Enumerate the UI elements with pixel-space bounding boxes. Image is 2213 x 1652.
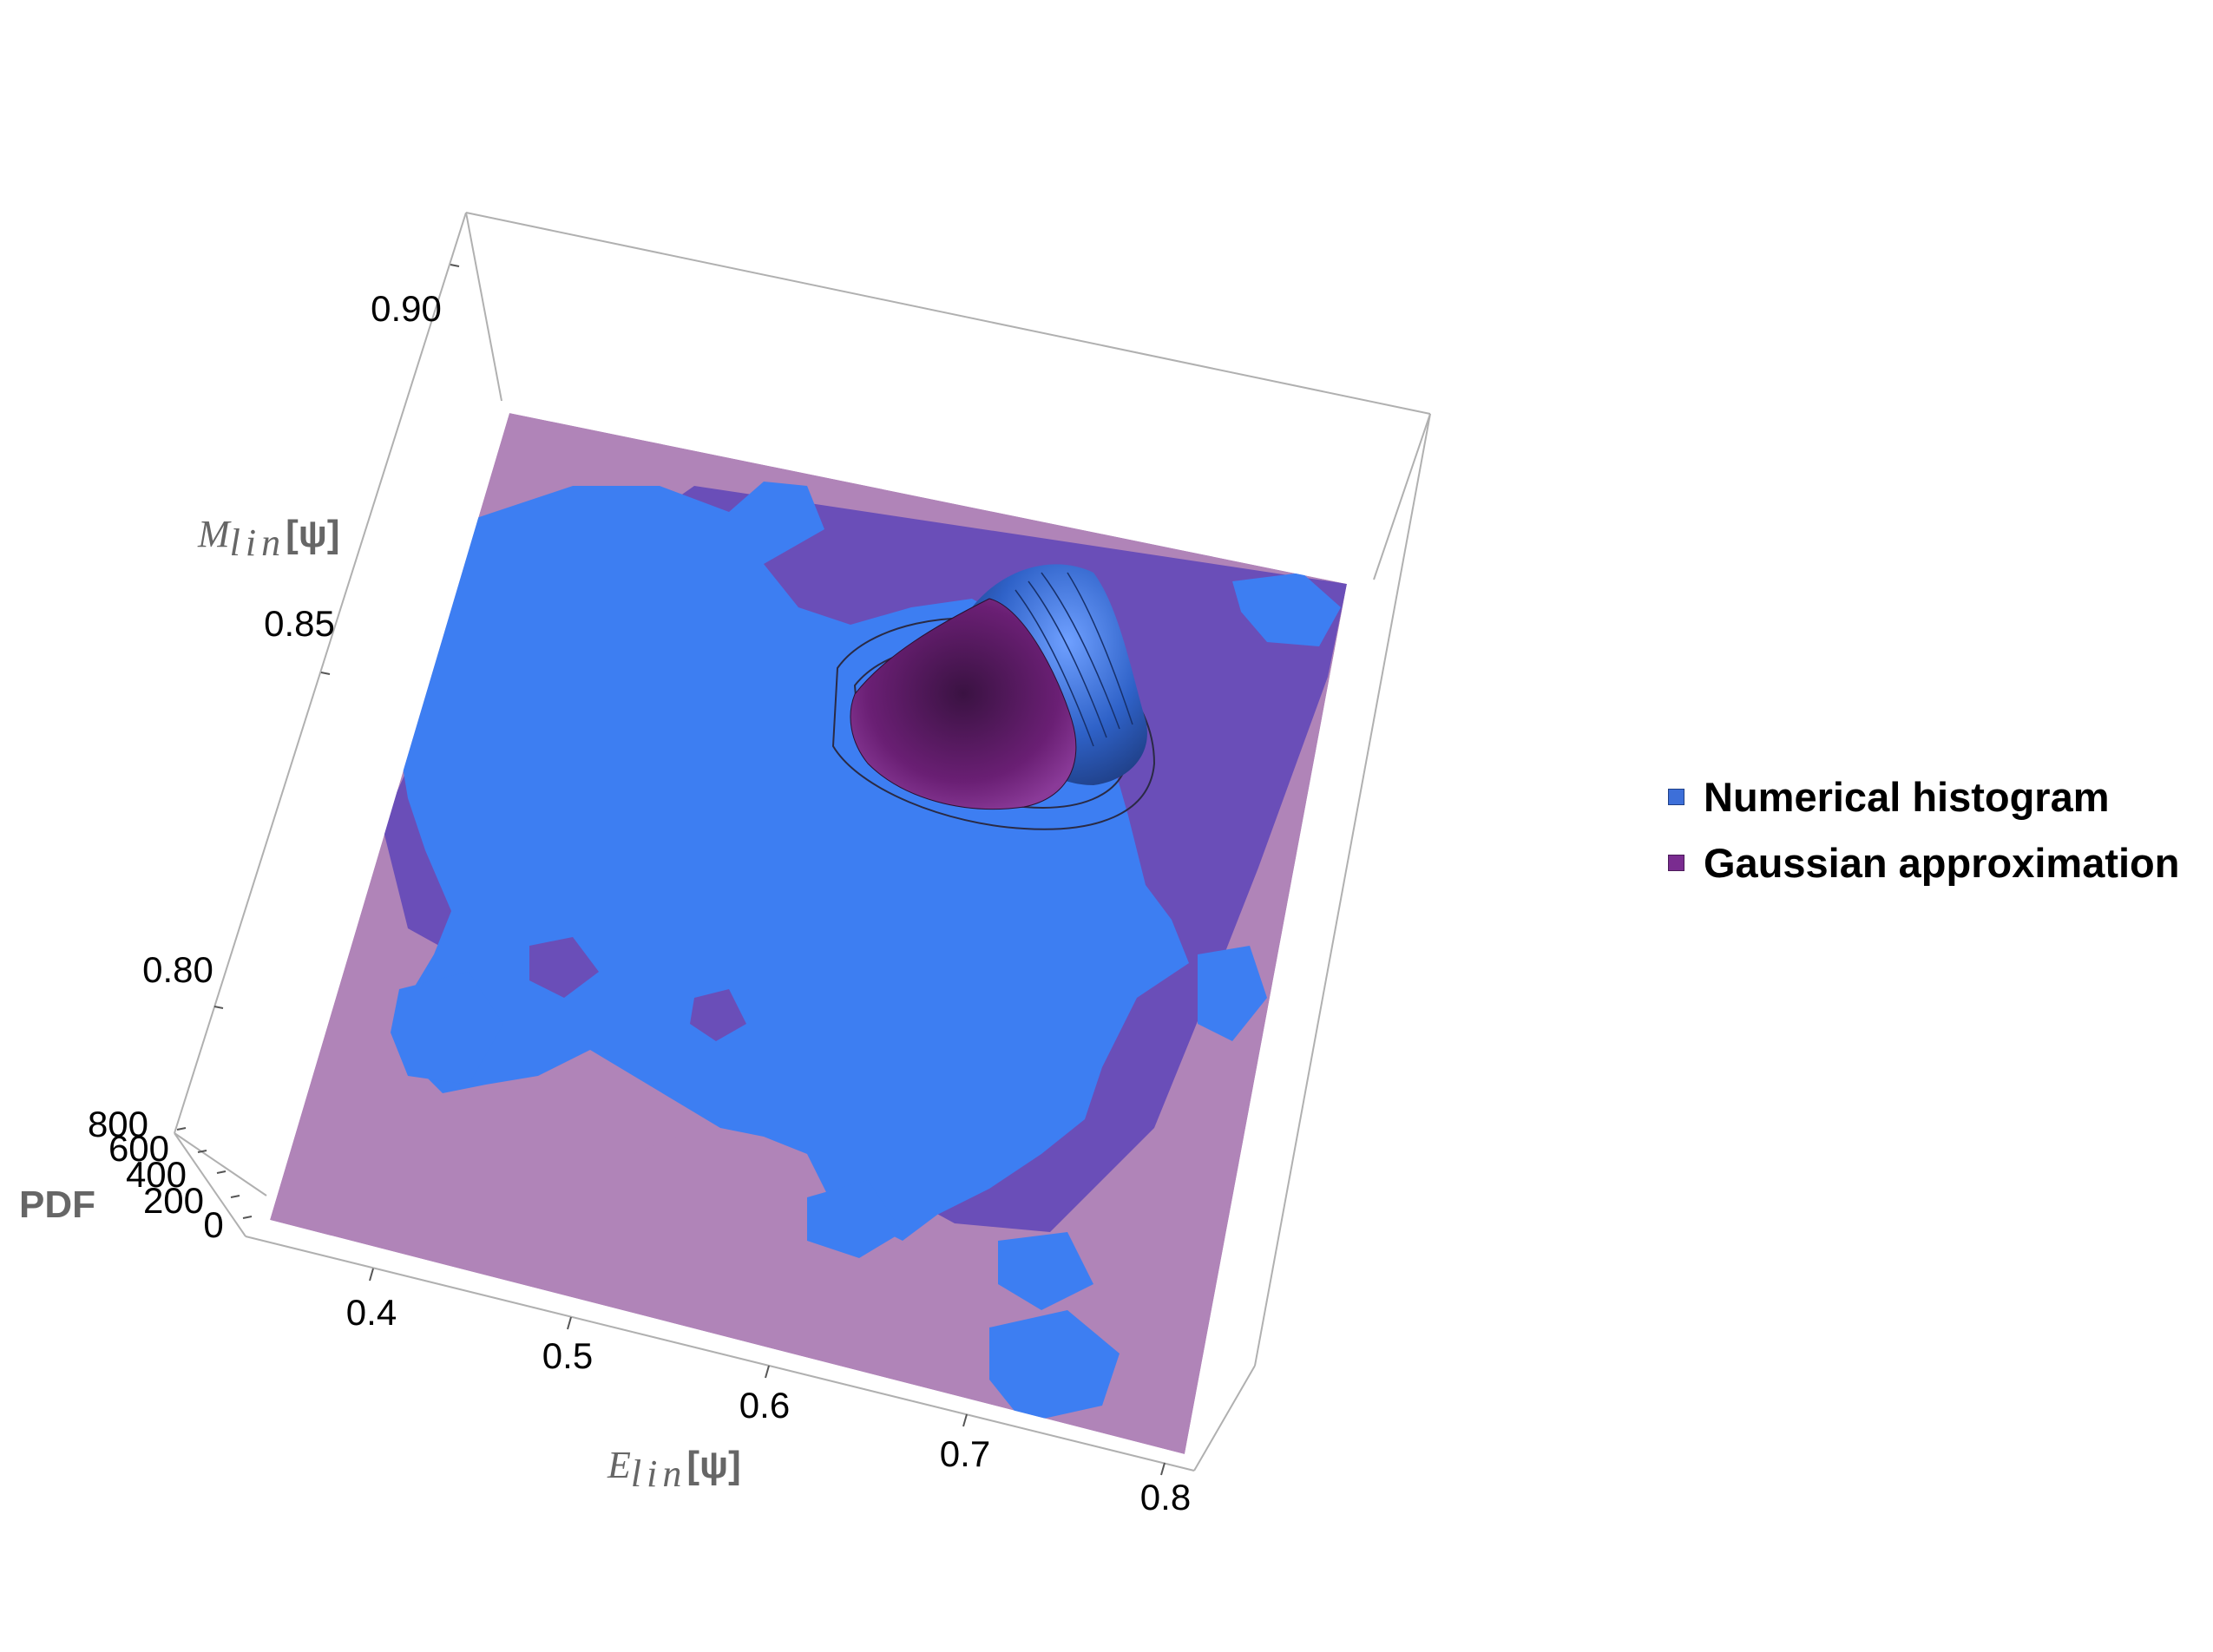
- z-tick-label: 800: [88, 1104, 148, 1144]
- numerical-patch-3: [1198, 946, 1267, 1041]
- gaussian-bump: [850, 598, 1077, 810]
- legend-item-gaussian: Gaussian approximation: [1668, 829, 2179, 895]
- y-axis-ticks: [213, 264, 460, 1009]
- numerical-patch-1: [391, 972, 503, 1085]
- x-tick-label: 0.5: [542, 1335, 593, 1376]
- y-tick-label: 0.85: [264, 603, 335, 644]
- legend-item-numerical: Numerical histogram: [1668, 764, 2179, 829]
- legend-swatch-numerical: [1668, 788, 1684, 805]
- z-axis-label: PDF: [19, 1183, 95, 1226]
- x-axis-label: Elin[ψ]: [607, 1444, 741, 1495]
- gaussian-hole-2: [690, 989, 746, 1041]
- x-tick-label: 0.8: [1140, 1477, 1191, 1518]
- plot-box: [174, 212, 1431, 1367]
- gaussian-hole-1: [529, 937, 599, 998]
- y-axis-label: Mlin[ψ]: [197, 513, 340, 564]
- y-tick-label: 0.80: [142, 949, 213, 990]
- x-tick-label: 0.7: [940, 1433, 990, 1474]
- floor-surfaces: [270, 413, 1347, 1454]
- legend-swatch-gaussian: [1668, 854, 1684, 871]
- peak-bump: [831, 564, 1156, 830]
- plot-box-front: [174, 1132, 1256, 1472]
- numerical-patch-5: [998, 1232, 1093, 1310]
- legend-label-gaussian: Gaussian approximation: [1704, 839, 2180, 886]
- y-tick-label: 0.90: [371, 288, 442, 329]
- numerical-bump-grid: [1015, 572, 1133, 747]
- z-axis-ticks: [176, 1127, 253, 1219]
- x-tick-label: 0.6: [739, 1385, 790, 1426]
- x-tick-label: 0.4: [346, 1292, 397, 1333]
- z-tick-label: 600: [108, 1128, 169, 1169]
- z-tick-label: 200: [143, 1180, 204, 1221]
- z-tick-label: 0: [203, 1204, 223, 1245]
- legend: Numerical histogram Gaussian approximati…: [1668, 764, 2179, 895]
- numerical-patch-2: [989, 1310, 1120, 1423]
- gaussian-hole-3: [607, 1102, 677, 1154]
- numerical-patch-6: [807, 1180, 903, 1258]
- z-tick-label: 400: [126, 1154, 187, 1195]
- legend-label-numerical: Numerical histogram: [1704, 773, 2110, 820]
- numerical-patch-4: [1232, 573, 1341, 646]
- x-axis-ticks: [369, 1268, 1166, 1476]
